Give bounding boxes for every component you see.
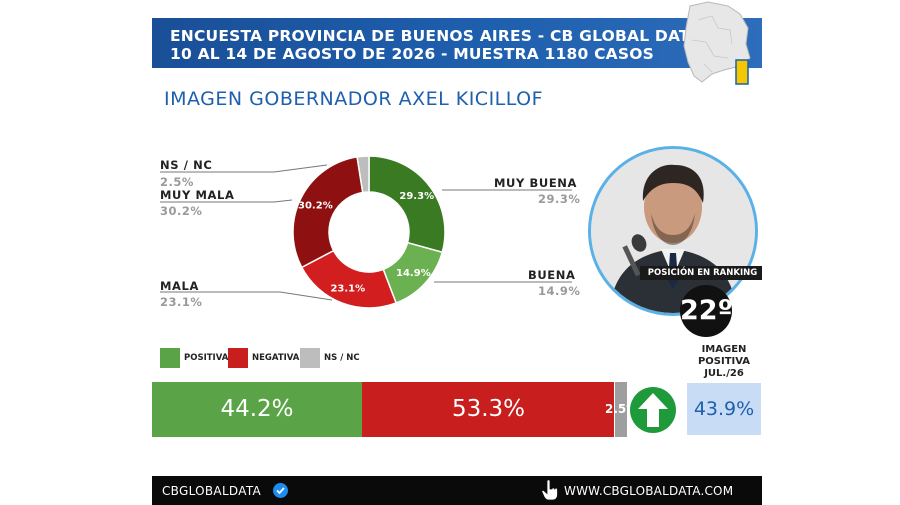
bar-value-label: 53.3% [451,396,526,422]
verified-check-icon [273,483,288,498]
poll-card: ENCUESTA PROVINCIA DE BUENOS AIRES - CB … [152,0,762,505]
bar-segment-ns-nc [615,382,627,437]
legend-swatch-positiva [160,348,180,368]
province-map-icon [683,1,751,85]
label-ns-nc-pct: 2.5% [160,175,194,189]
up-arrow-icon [630,387,676,433]
header-subtitle: 10 AL 14 DE AGOSTO DE 2026 - MUESTRA 118… [170,45,654,63]
leader-ns-nc [160,164,328,173]
label-mala-pct: 23.1% [160,295,203,309]
pointer-hand-icon [541,479,558,501]
donut-value-label: 23.1% [330,284,365,295]
bar-segment-positiva [152,382,362,437]
label-buena-pct: 14.9% [538,284,581,298]
legend-swatch-ns-nc [300,348,320,368]
person-silhouette-icon [591,149,755,313]
legend-ns-nc: NS / NC [300,348,360,368]
header-title: ENCUESTA PROVINCIA DE BUENOS AIRES - CB … [170,27,701,45]
header-banner: ENCUESTA PROVINCIA DE BUENOS AIRES - CB … [152,18,762,68]
previous-label: IMAGEN POSITIVA JUL./26 [697,344,751,379]
donut-slice-muy-mala [292,156,364,269]
label-muy-buena: MUY BUENA [494,176,577,190]
donut-value-label: 30.2% [298,201,333,212]
label-buena: BUENA [528,268,576,282]
leader-muy-mala [160,199,293,203]
ranking-badge: 22º [680,285,733,337]
leader-mala [160,291,333,301]
donut-value-label: 14.9% [396,268,431,279]
legend-swatch-negativa [228,348,248,368]
bar-value-label: 2.5% [605,402,639,416]
previous-value: 43.9% [687,383,761,435]
donut-value-label: 29.3% [399,191,434,202]
label-muy-buena-pct: 29.3% [538,192,581,206]
ranking-label: POSICIÓN EN RANKING [640,266,762,280]
legend-label-ns-nc: NS / NC [324,353,360,363]
label-ns-nc: NS / NC [160,158,213,172]
governor-photo [588,146,758,316]
label-muy-mala: MUY MALA [160,188,235,202]
label-mala: MALA [160,279,199,293]
donut-slice-ns-nc [356,155,370,194]
donut-slice-muy-buena [368,155,446,254]
bar-segment-negativa [362,382,614,437]
footer-brand: CBGLOBALDATA [162,484,262,498]
donut-chart: 29.3% 14.9% 23.1% 30.2% [160,155,572,309]
bar-value-label: 44.2% [220,396,294,422]
legend-negativa: NEGATIVA [228,348,299,368]
footer-url: WWW.CBGLOBALDATA.COM [564,484,734,498]
legend-positiva: POSITIVA [160,348,228,368]
legend-label-negativa: NEGATIVA [252,353,300,363]
legend-label-positiva: POSITIVA [184,353,229,363]
footer-bar: CBGLOBALDATA WWW.CBGLOBALDATA.COM [152,476,762,505]
chart-subtitle: IMAGEN GOBERNADOR AXEL KICILLOF [164,88,544,110]
label-muy-mala-pct: 30.2% [160,204,203,218]
